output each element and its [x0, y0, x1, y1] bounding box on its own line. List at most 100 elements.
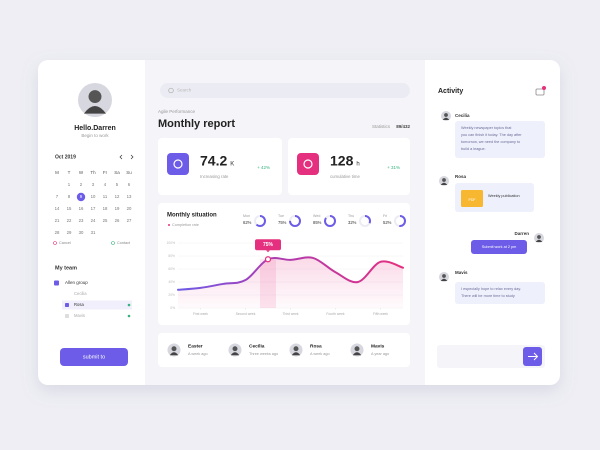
calendar-month: Oct 2019: [55, 154, 76, 160]
day[interactable]: 9: [80, 194, 83, 199]
weekday: Sa: [114, 170, 120, 175]
legend-label: Cancel: [59, 241, 71, 245]
day[interactable]: 30: [79, 230, 84, 235]
submit-button[interactable]: [60, 348, 128, 366]
point: [264, 256, 272, 263]
avatar-body: [83, 105, 107, 114]
card-unit: K: [230, 162, 234, 168]
person-name: Rosa: [310, 343, 322, 349]
selected-day: [76, 192, 86, 202]
sender: Mavis: [455, 270, 468, 275]
day[interactable]: 10: [91, 194, 96, 199]
avatar-body: [440, 278, 448, 281]
ring-value: 32%: [348, 220, 357, 225]
bubble: [455, 282, 545, 304]
day[interactable]: 17: [91, 206, 96, 211]
weekday: M: [55, 170, 59, 175]
card-icon-glyph: [173, 159, 183, 169]
day[interactable]: 14: [55, 206, 60, 211]
y-tick-label: 20%: [168, 293, 175, 297]
card-caption: cumulative time: [330, 174, 360, 179]
legend-label: Completion rate: [172, 223, 199, 227]
day[interactable]: 23: [79, 218, 84, 223]
day[interactable]: 28: [55, 230, 60, 235]
day[interactable]: 7: [56, 194, 59, 199]
day[interactable]: 6: [128, 182, 131, 187]
ring-day: Tue: [278, 214, 284, 218]
ring-day: Fri: [383, 214, 387, 218]
weekday: Su: [126, 170, 132, 175]
avatar-body: [440, 182, 448, 185]
day[interactable]: 13: [127, 194, 132, 199]
send-icon: [528, 352, 539, 361]
people-card: [158, 333, 410, 367]
greeting: Hello.Darren: [74, 125, 116, 132]
person-name: Cecilia: [249, 343, 265, 349]
inbox-icon[interactable]: [535, 88, 545, 96]
activity-title: Activity: [438, 88, 463, 95]
card-change: + 31%: [387, 165, 400, 170]
file-icon: [461, 190, 483, 207]
ring-value: 75%: [278, 220, 287, 225]
avatar-body: [169, 352, 179, 356]
day[interactable]: 18: [103, 206, 108, 211]
avatar-head: [442, 274, 446, 278]
day[interactable]: 25: [103, 218, 108, 223]
ring-value: 52%: [383, 220, 392, 225]
day[interactable]: 15: [67, 206, 72, 211]
avatar-body: [291, 352, 301, 356]
tooltip-tip: [266, 250, 270, 253]
search-placeholder[interactable]: Search: [177, 88, 192, 93]
search-icon: [168, 87, 174, 94]
day[interactable]: 12: [115, 194, 120, 199]
message-line: Weekly newspaper topics that: [461, 126, 512, 130]
day[interactable]: 20: [127, 206, 132, 211]
day[interactable]: 16: [79, 206, 84, 211]
x-tick-label: Fourth week: [326, 312, 344, 316]
weekday: W: [79, 170, 84, 175]
checkbox[interactable]: [54, 280, 59, 286]
day[interactable]: 8: [68, 194, 71, 199]
member[interactable]: Rosa: [74, 302, 84, 307]
search-bar[interactable]: [160, 83, 410, 98]
next-month[interactable]: [130, 154, 134, 160]
person-time: A week ago: [310, 352, 330, 356]
y-tick-label: 40%: [168, 280, 175, 284]
day[interactable]: 22: [67, 218, 72, 223]
chart-title: Monthly situation: [167, 213, 217, 219]
bubble: [455, 121, 545, 158]
person-time: Three weeks ago: [249, 352, 278, 356]
message-line: There will be more time to study: [461, 294, 515, 298]
day[interactable]: 27: [127, 218, 132, 223]
person-name: Easter: [188, 343, 203, 349]
card-caption: Increasing rate: [200, 174, 229, 179]
day[interactable]: 26: [115, 218, 120, 223]
day[interactable]: 31: [91, 230, 96, 235]
stat-card: [158, 138, 282, 195]
avatar-head: [444, 113, 448, 117]
day[interactable]: 1: [68, 182, 71, 187]
card-icon: [297, 153, 319, 175]
message-input[interactable]: [437, 345, 545, 368]
tooltip-label: 75%: [263, 242, 274, 248]
member[interactable]: Cecilia: [74, 291, 87, 296]
day[interactable]: 4: [104, 182, 107, 187]
stat-card: [288, 138, 410, 195]
member[interactable]: Mavis: [74, 313, 85, 318]
prev-month[interactable]: [119, 154, 123, 160]
day[interactable]: 21: [55, 218, 60, 223]
day[interactable]: 19: [115, 206, 120, 211]
member-box: [65, 303, 69, 307]
submit-label[interactable]: submit to: [83, 354, 105, 360]
file-name: Weekly publication: [488, 194, 520, 198]
weekday: Fr: [103, 170, 108, 175]
day[interactable]: 2: [80, 182, 83, 187]
ring-day: Mon: [243, 214, 250, 218]
day[interactable]: 29: [67, 230, 72, 235]
day[interactable]: 3: [92, 182, 95, 187]
day[interactable]: 11: [103, 194, 108, 199]
online-dot: [127, 303, 131, 307]
day[interactable]: 24: [91, 218, 96, 223]
ring-arc: [394, 215, 406, 227]
day[interactable]: 5: [116, 182, 119, 187]
